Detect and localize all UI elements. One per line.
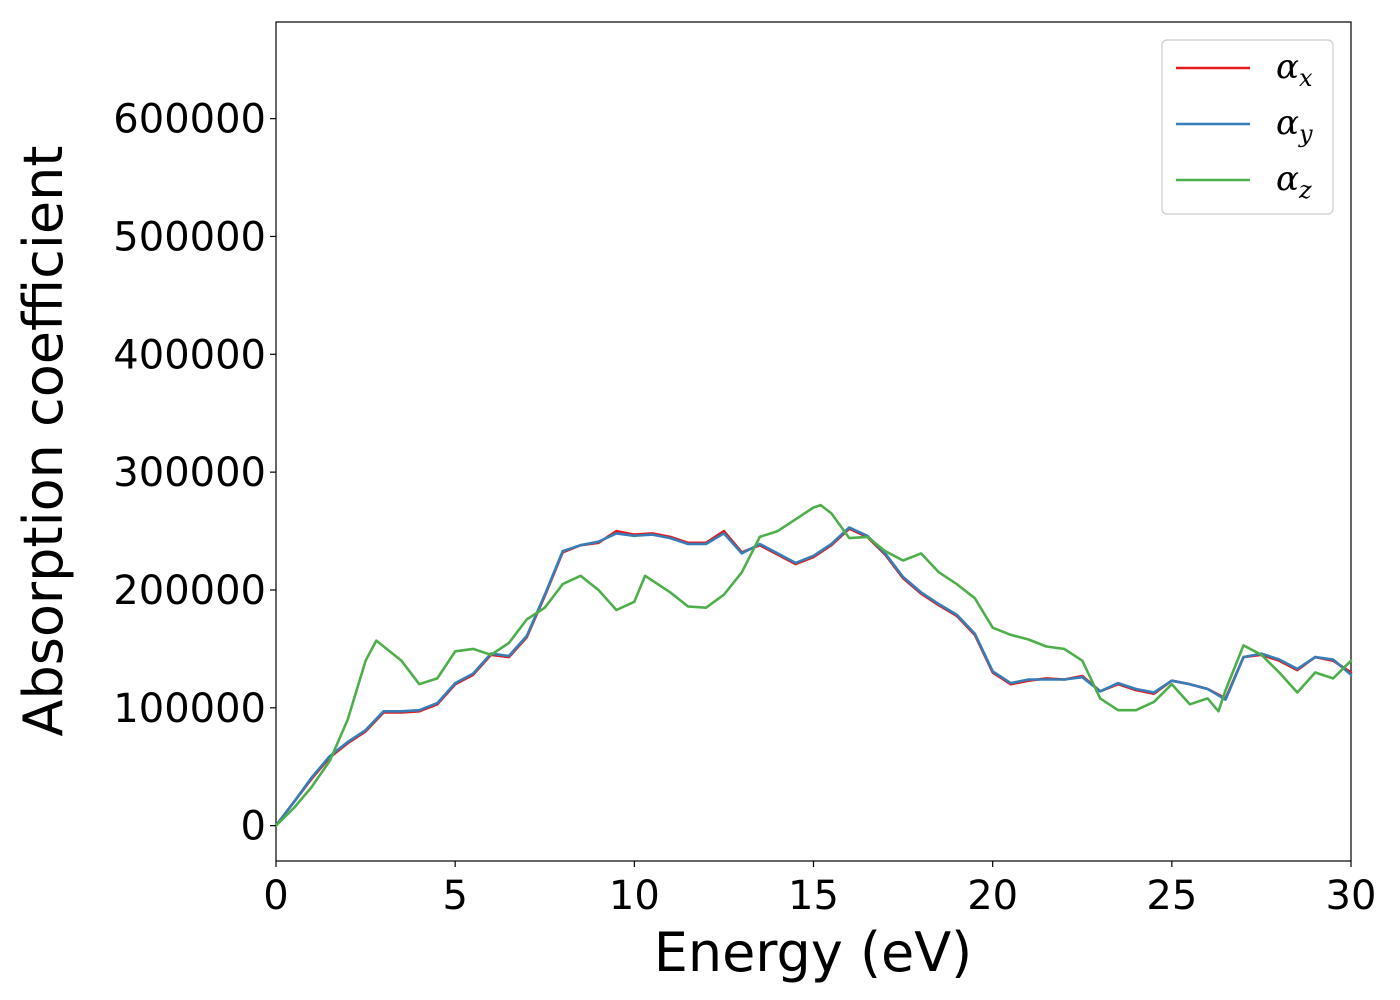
- x-axis: 0 5 10 15 20 25 30: [263, 861, 1376, 919]
- y-tick-label: 600000: [113, 97, 266, 143]
- x-tick-label: 5: [442, 873, 467, 919]
- y-tick-label: 100000: [113, 686, 266, 732]
- y-tick-label: 500000: [113, 214, 266, 260]
- y-axis-title: Absorption coefficient: [12, 146, 75, 737]
- x-tick-label: 30: [1326, 873, 1377, 919]
- series-line-y: [274, 526, 1353, 827]
- x-tick-label: 25: [1146, 873, 1197, 919]
- x-tick-label: 0: [263, 873, 288, 919]
- x-tick-label: 15: [788, 873, 839, 919]
- y-tick-label: 0: [241, 804, 266, 850]
- series-layer: [274, 503, 1353, 827]
- y-axis: 0 100000 200000 300000 400000 500000 600000: [113, 97, 276, 850]
- x-tick-label: 10: [609, 873, 660, 919]
- legend-frame: [1161, 39, 1334, 215]
- y-tick-label: 300000: [113, 450, 266, 496]
- series-line-z: [274, 503, 1353, 827]
- x-axis-title: Energy (eV): [654, 921, 973, 984]
- y-tick-label: 200000: [113, 568, 266, 614]
- x-tick-label: 20: [967, 873, 1018, 919]
- y-tick-label: 400000: [113, 332, 266, 378]
